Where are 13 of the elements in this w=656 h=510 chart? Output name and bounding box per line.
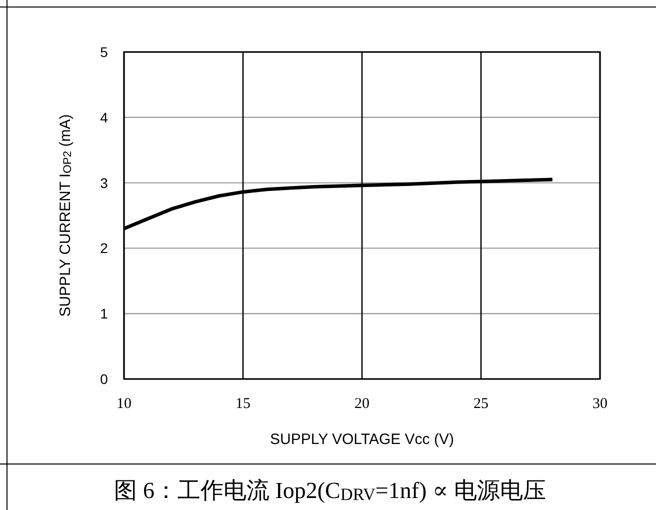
x-axis-title: SUPPLY VOLTAGE Vcc (V)	[270, 431, 454, 448]
x-tick-label: 20	[354, 396, 370, 412]
x-tick-label: 30	[592, 396, 608, 412]
y-tick-label: 3	[100, 174, 108, 191]
y-tick-label: 5	[100, 44, 108, 60]
x-tick-label: 10	[116, 396, 132, 412]
y-tick-label: 4	[100, 109, 108, 126]
y-tick-label: 1	[100, 306, 108, 322]
y-tick-label: 2	[100, 240, 108, 256]
x-tick-label: 15	[236, 396, 250, 412]
y-tick-label: 0	[100, 371, 108, 387]
x-tick-label: 25	[474, 396, 488, 412]
caption: 图 6：工作电流 Iop2(C$_{DRV}$=1nf) ∝ 电源电压	[114, 478, 546, 504]
